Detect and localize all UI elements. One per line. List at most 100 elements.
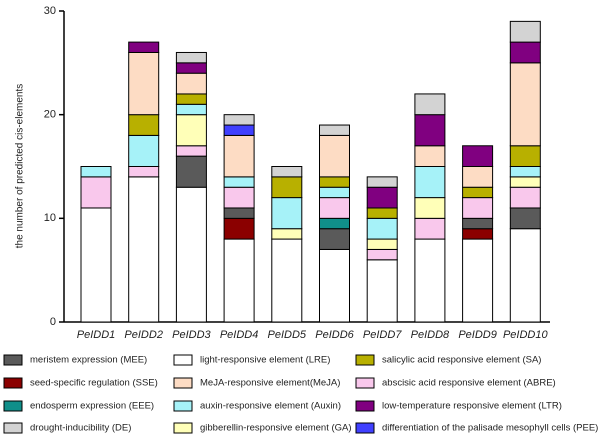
bar-segment — [319, 248, 350, 323]
bar-segment — [223, 238, 255, 323]
legend-swatch — [355, 422, 375, 434]
legend-label: gibberellin-responsive element (GA) — [200, 423, 352, 434]
bar-segment — [414, 217, 446, 240]
bar-segment — [509, 41, 541, 64]
bar-segment — [128, 176, 160, 323]
bar-segment — [366, 186, 398, 209]
legend-swatch — [355, 377, 375, 389]
legend-label: meristem expression (MEE) — [30, 355, 147, 366]
legend-swatch — [355, 400, 375, 412]
y-tick-label: 20 — [44, 109, 56, 121]
bar-segment — [128, 41, 160, 53]
bar-segment — [366, 217, 398, 240]
legend-label: MeJA-responsive element(MeJA) — [200, 378, 340, 389]
bar-segment — [462, 197, 494, 219]
bar-segment — [366, 259, 398, 323]
bar-segment — [223, 217, 255, 240]
x-tick-label: PeIDD5 — [268, 329, 307, 341]
y-tick-label: 0 — [50, 316, 56, 328]
x-tick-label: PeIDD6 — [315, 329, 354, 341]
bar-segment — [509, 62, 541, 147]
legend-swatch — [3, 422, 23, 434]
bar-segment — [366, 248, 398, 261]
bar-segment — [414, 166, 446, 199]
x-tick-label: PeIDD2 — [124, 329, 163, 341]
bar-segment — [271, 238, 303, 323]
x-tick-label: PeIDD3 — [172, 329, 211, 341]
bar-segment — [223, 176, 255, 188]
bar-segment — [319, 197, 350, 219]
bar-segment — [509, 145, 541, 167]
legend-swatch — [173, 422, 193, 434]
bar-segment — [509, 20, 541, 43]
bar-segment — [175, 62, 207, 74]
y-tick-label: 30 — [44, 5, 56, 17]
legend-swatch — [3, 400, 23, 412]
bar-segment — [175, 51, 207, 64]
bar-segment — [319, 217, 350, 230]
bar-segment — [462, 238, 494, 323]
bar-segment — [462, 217, 494, 230]
bar-segment — [414, 114, 446, 147]
legend-label: differentiation of the palisade mesophyl… — [382, 423, 598, 434]
legend-swatch — [173, 377, 193, 389]
bar-segment — [414, 93, 446, 116]
bar-segment — [175, 103, 207, 116]
bar-segment — [319, 124, 350, 136]
bar-segment — [414, 197, 446, 219]
bar-segment — [128, 114, 160, 136]
bar-segment — [271, 166, 303, 178]
bar-segment — [223, 114, 255, 126]
legend-swatch — [173, 354, 193, 366]
legend-swatch — [3, 377, 23, 389]
bar-segment — [223, 186, 255, 209]
legend-swatch — [173, 400, 193, 412]
legend-label: endosperm expression (EEE) — [30, 401, 154, 412]
bar-segment — [319, 186, 350, 199]
bar-segment — [80, 176, 112, 209]
legend-label: light-responsive element (LRE) — [200, 355, 330, 366]
bar-segment — [319, 228, 350, 250]
legend-swatch — [3, 354, 23, 366]
bar-segment — [271, 228, 303, 240]
bar-segment — [223, 207, 255, 219]
legend-label: abscisic acid responsive element (ABRE) — [382, 378, 556, 389]
bar-segment — [509, 207, 541, 230]
legend-label: auxin-responsive element (Auxin) — [200, 401, 341, 412]
bar-segment — [366, 176, 398, 188]
bar-segment — [175, 145, 207, 157]
bar-segment — [509, 176, 541, 188]
bar-segment — [462, 186, 494, 199]
x-tick-label: PeIDD7 — [363, 329, 402, 341]
bar-segment — [271, 176, 303, 199]
bar-segment — [128, 51, 160, 116]
bar-segment — [319, 134, 350, 178]
bar-segment — [414, 145, 446, 167]
bar-segment — [366, 238, 398, 250]
bar-segment — [175, 186, 207, 323]
legend-label: low-temperature responsive element (LTR) — [382, 401, 562, 412]
x-tick-label: PeIDD1 — [77, 329, 116, 341]
x-tick-label: PeIDD4 — [220, 329, 259, 341]
legend-label: seed-specific regulation (SSE) — [30, 378, 158, 389]
bar-segment — [175, 72, 207, 95]
bar-segment — [319, 176, 350, 188]
bar-segment — [175, 155, 207, 188]
bar-segment — [175, 93, 207, 105]
y-tick-label: 10 — [44, 212, 56, 224]
bar-segment — [80, 166, 112, 178]
bar-segment — [271, 197, 303, 230]
x-tick-label: PeIDD10 — [503, 329, 549, 341]
bar-segment — [366, 207, 398, 219]
legend-swatch — [355, 354, 375, 366]
bar-segment — [509, 186, 541, 209]
bar-segment — [462, 228, 494, 240]
bar-segment — [509, 228, 541, 323]
y-axis-label: the number of predicted cis-elements — [15, 84, 26, 249]
bar-segment — [509, 166, 541, 178]
bar-segment — [128, 134, 160, 167]
bar-segment — [462, 166, 494, 188]
bar-segment — [175, 114, 207, 147]
x-tick-label: PeIDD9 — [458, 329, 497, 341]
